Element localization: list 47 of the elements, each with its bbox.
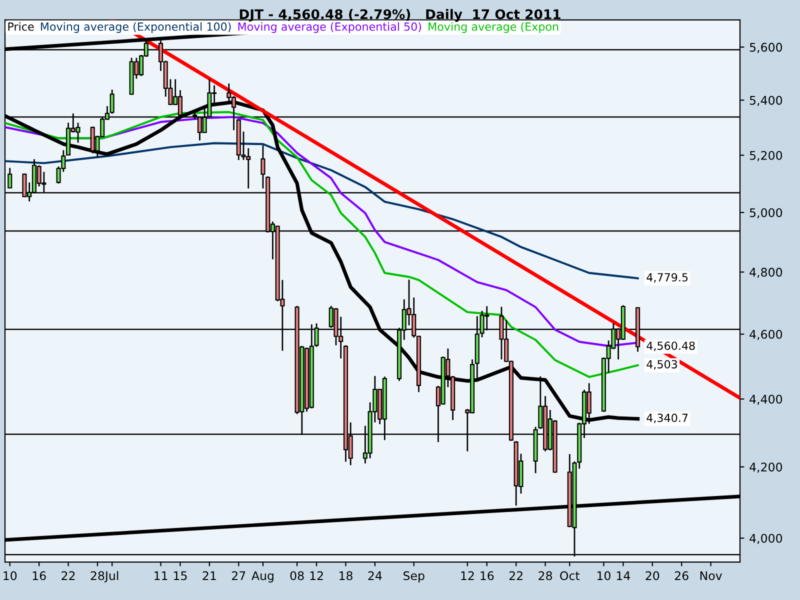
candlestick (8, 167, 12, 190)
text: Price (8, 22, 34, 31)
x-tick-label: 26 (674, 571, 688, 580)
candlestick (110, 88, 114, 114)
x-tick-label: 27 (232, 571, 246, 580)
y-tick-label: 5,200 (750, 150, 782, 162)
x-tick-label: 15 (174, 571, 187, 580)
x-tick-label: Sep (404, 571, 424, 582)
y-tick-label: 4,800 (750, 268, 782, 278)
y-tick-label: 4,000 (750, 534, 782, 544)
x-tick-label: 08 (290, 571, 304, 580)
candlestick (260, 144, 266, 190)
annotation: 4,503 (646, 360, 678, 370)
x-tick-label: Aug (252, 571, 274, 582)
x-tick-label: 11 (154, 571, 168, 580)
x-tick-label: 28 (90, 571, 104, 580)
text: Moving average (Exponential 50) (238, 22, 422, 33)
x-tick-label: 28 (538, 571, 552, 580)
y-tick-label: 4,600 (750, 330, 782, 340)
x-tick-label: 10 (597, 571, 610, 580)
x-tick-label: 20 (646, 571, 660, 580)
line-series (5, 142, 639, 280)
text: Moving average (Exponential 100) (40, 22, 231, 33)
x-tick-label: 12 (310, 571, 323, 580)
x-tick-label: 22 (509, 571, 522, 580)
x-tick-label: 14 (616, 571, 630, 580)
annotation: 4,340.7 (646, 414, 688, 424)
x-tick-label: 22 (62, 571, 75, 580)
annotation: 4,779.5 (646, 273, 688, 283)
chart-title: DJT - 4,560.48 (-2.79%) Daily 17 Oct 2011 (240, 9, 560, 22)
y-tick-label: 4,200 (750, 462, 782, 473)
x-tick-label: 16 (32, 571, 46, 580)
x-tick-label: 10 (4, 571, 17, 580)
x-tick-label: 21 (202, 571, 216, 580)
y-tick-label: 5,400 (750, 96, 782, 106)
x-tick-label: 12 (461, 571, 474, 580)
text: Moving average (Expon (428, 22, 558, 33)
annotation: 4,560.48 (646, 342, 695, 352)
y-tick-label: 5,600 (750, 42, 782, 53)
y-tick-label: 4,400 (750, 394, 782, 405)
x-tick-label: Jul (104, 571, 118, 582)
x-tick-label: 24 (368, 571, 382, 580)
x-tick-label: 18 (340, 571, 352, 580)
y-tick-label: 5,000 (750, 208, 782, 218)
x-tick-label: Nov (700, 571, 722, 580)
x-tick-label: 16 (480, 571, 494, 580)
x-tick-label: Oct (560, 571, 580, 580)
